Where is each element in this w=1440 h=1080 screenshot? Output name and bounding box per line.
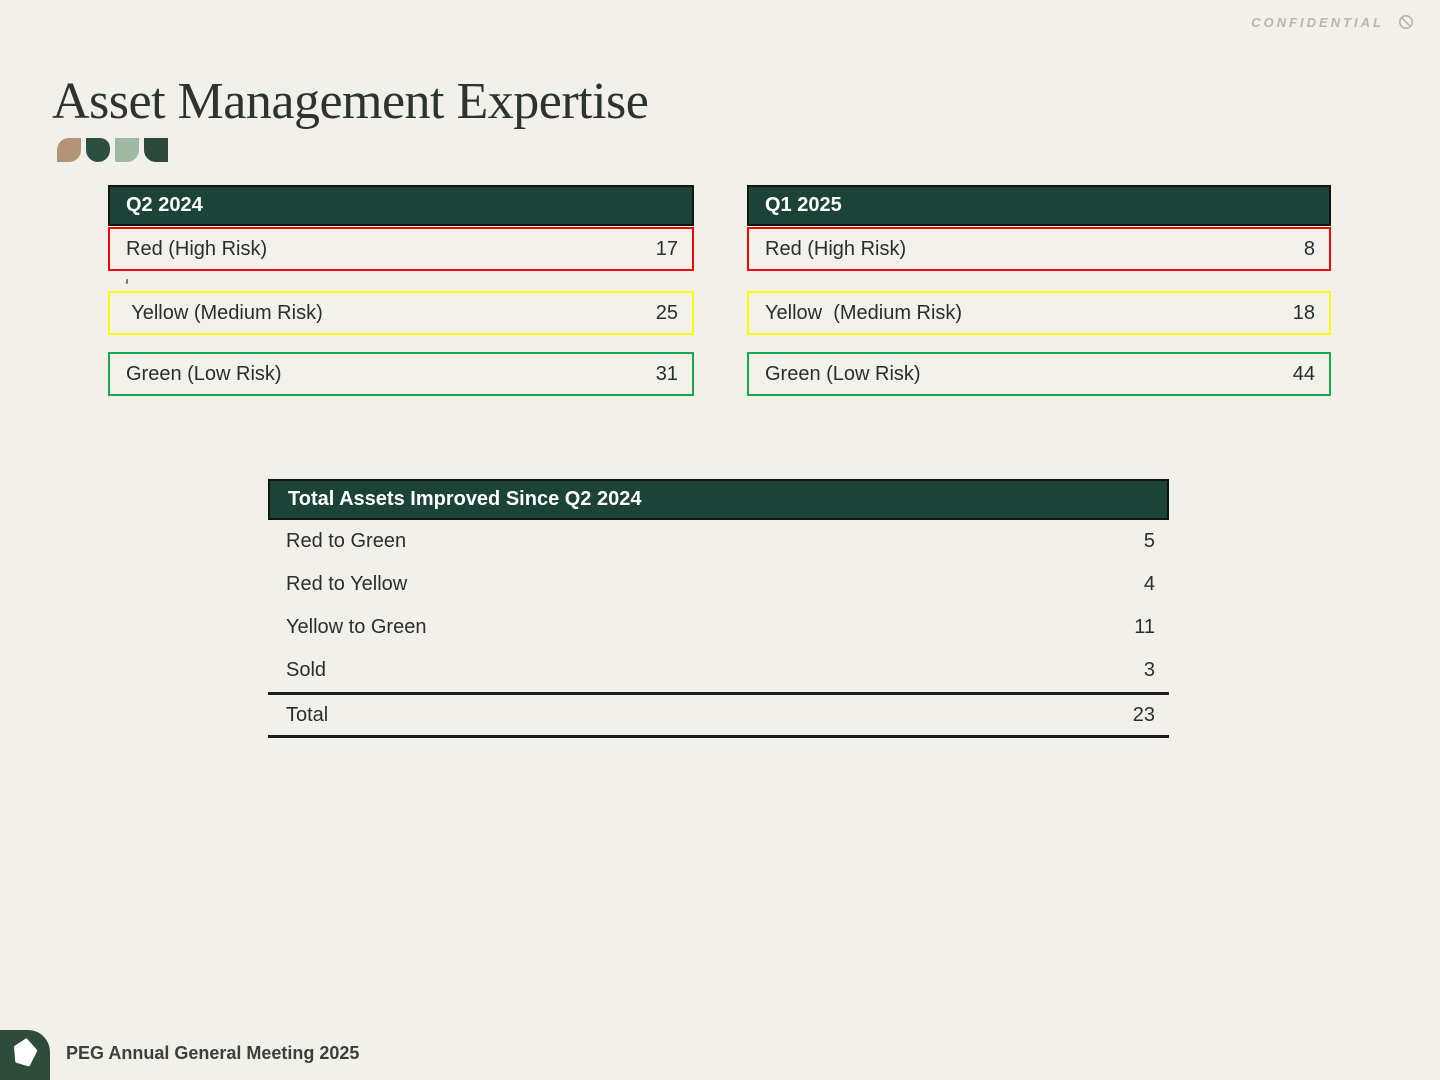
row-value: 8 xyxy=(1303,237,1315,260)
row-value: 18 xyxy=(1292,301,1315,324)
summary-header-label: Total Assets Improved Since Q2 2024 xyxy=(288,488,642,510)
row-value: 5 xyxy=(1143,530,1155,552)
deco-leaf-row xyxy=(57,138,168,162)
table-row: Sold 3 xyxy=(268,649,1169,692)
row-label: Green (Low Risk) xyxy=(126,362,282,385)
table-row-green: Green (Low Risk) 31 xyxy=(108,352,694,396)
deco-leaf-sage xyxy=(115,138,139,162)
row-label: Red (High Risk) xyxy=(765,237,907,260)
table-row: Red to Yellow 4 xyxy=(268,563,1169,606)
row-label: Total xyxy=(286,703,329,726)
table-row-yellow: Yellow (Medium Risk) 25 xyxy=(108,291,694,335)
row-value: 25 xyxy=(655,301,678,324)
table-row-red: Red (High Risk) 17 xyxy=(108,227,694,271)
row-label: Yellow to Green xyxy=(286,616,427,638)
row-value: 31 xyxy=(655,362,678,385)
table-row-green: Green (Low Risk) 44 xyxy=(747,352,1331,396)
row-label: Red (High Risk) xyxy=(126,237,268,260)
row-value: 4 xyxy=(1143,573,1155,595)
table-row-total: Total 23 xyxy=(268,692,1169,738)
table-header-label: Q2 2024 xyxy=(126,194,203,216)
table-row-red: Red (High Risk) 8 xyxy=(747,227,1331,271)
leaf-logo-icon xyxy=(11,1038,39,1073)
summary-table: Total Assets Improved Since Q2 2024 Red … xyxy=(268,479,1169,738)
footer-event-title: PEG Annual General Meeting 2025 xyxy=(66,1043,360,1063)
no-entry-icon xyxy=(1398,14,1414,30)
risk-table-q1-2025: Q1 2025 Red (High Risk) 8 Yellow (Medium… xyxy=(747,185,1331,396)
confidential-badge: CONFIDENTIAL xyxy=(1251,14,1414,30)
row-value: 11 xyxy=(1134,616,1155,638)
row-label: Sold xyxy=(286,659,327,681)
table-header: Q2 2024 xyxy=(108,185,694,226)
row-value: 23 xyxy=(1132,703,1155,726)
deco-leaf-dark-green-2 xyxy=(144,138,168,162)
table-row-yellow: Yellow (Medium Risk) 18 xyxy=(747,291,1331,335)
table-header: Q1 2025 xyxy=(747,185,1331,226)
risk-table-q2-2024: Q2 2024 Red (High Risk) 17 Yellow (Mediu… xyxy=(108,185,694,396)
row-label: Red to Yellow xyxy=(286,573,408,595)
table-row: Yellow to Green 11 xyxy=(268,606,1169,649)
confidential-label: CONFIDENTIAL xyxy=(1251,14,1384,30)
row-label: Red to Green xyxy=(286,530,407,552)
row-value: 44 xyxy=(1292,362,1315,385)
summary-table-header: Total Assets Improved Since Q2 2024 xyxy=(268,479,1169,520)
row-label: Yellow (Medium Risk) xyxy=(126,301,323,324)
company-logo xyxy=(0,1030,50,1080)
row-label: Yellow (Medium Risk) xyxy=(765,301,963,324)
deco-leaf-dark-green-1 xyxy=(86,138,110,162)
row-value: 17 xyxy=(655,237,678,260)
page-title: Asset Management Expertise xyxy=(52,73,649,130)
row-label: Green (Low Risk) xyxy=(765,362,921,385)
table-row: Red to Green 5 xyxy=(268,520,1169,563)
deco-leaf-tan xyxy=(57,138,81,162)
row-value: 3 xyxy=(1143,659,1155,681)
table-header-label: Q1 2025 xyxy=(765,194,842,216)
